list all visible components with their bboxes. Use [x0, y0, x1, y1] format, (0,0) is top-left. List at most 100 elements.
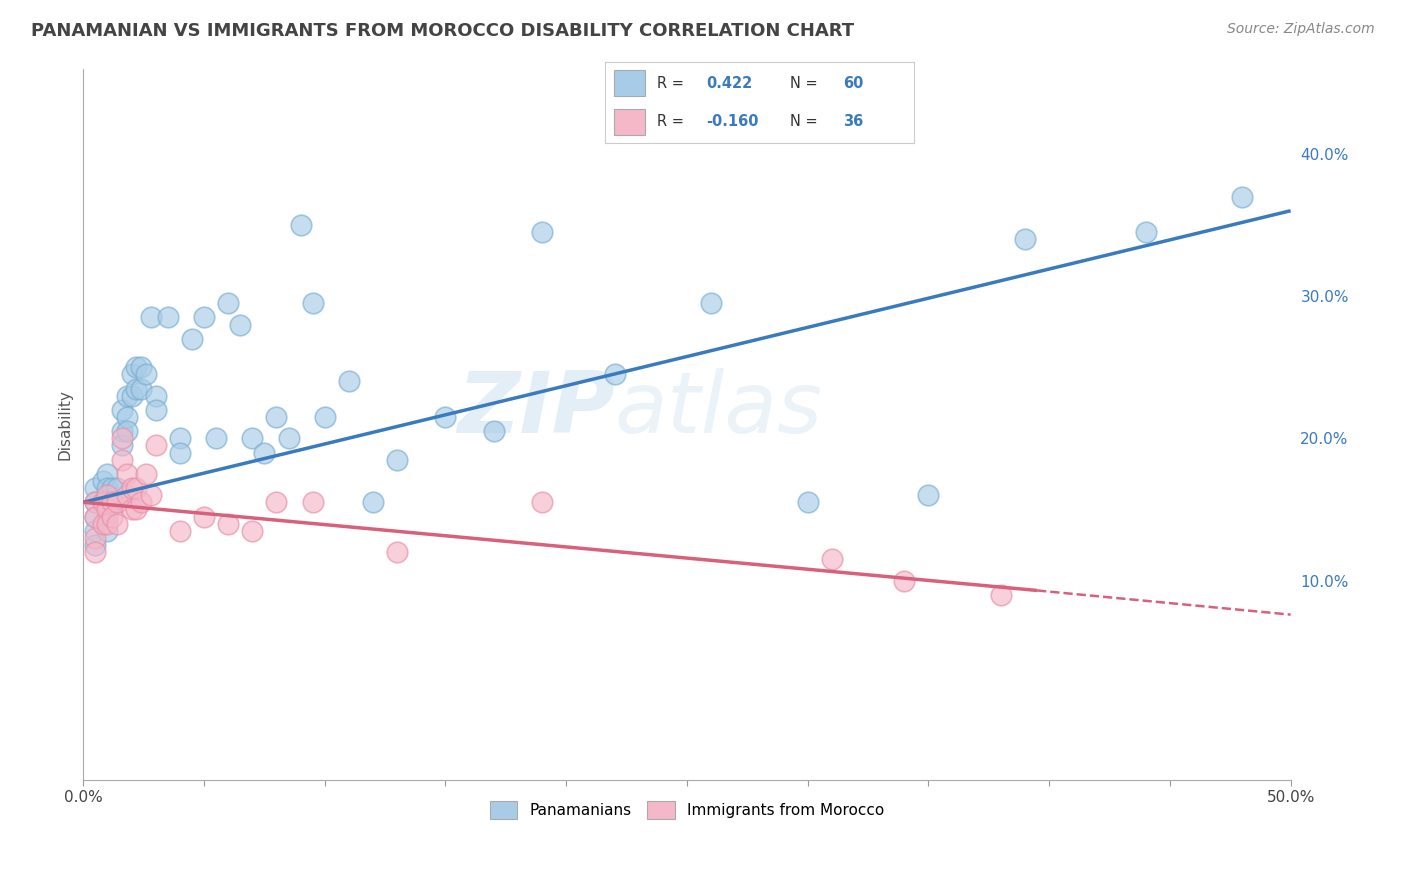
Point	[229, 318, 252, 332]
Point	[139, 310, 162, 325]
Point	[115, 424, 138, 438]
Point	[990, 588, 1012, 602]
Y-axis label: Disability: Disability	[58, 389, 72, 459]
Point	[314, 409, 336, 424]
Point	[101, 495, 124, 509]
Point	[105, 481, 128, 495]
Point	[135, 368, 157, 382]
Point	[91, 495, 114, 509]
Point	[385, 452, 408, 467]
Point	[301, 296, 323, 310]
Point	[125, 481, 148, 495]
Legend: Panamanians, Immigrants from Morocco: Panamanians, Immigrants from Morocco	[484, 795, 890, 825]
Point	[129, 360, 152, 375]
Point	[84, 538, 107, 552]
Point	[84, 531, 107, 545]
FancyBboxPatch shape	[614, 70, 645, 96]
Text: R =: R =	[657, 114, 689, 129]
Point	[105, 495, 128, 509]
Point	[169, 445, 191, 459]
Point	[169, 431, 191, 445]
Point	[531, 495, 554, 509]
Point	[84, 481, 107, 495]
Point	[121, 368, 143, 382]
Point	[217, 296, 239, 310]
Point	[96, 481, 118, 495]
Point	[482, 424, 505, 438]
Point	[253, 445, 276, 459]
Point	[266, 495, 288, 509]
Point	[434, 409, 457, 424]
Point	[193, 310, 215, 325]
Point	[84, 495, 107, 509]
Point	[111, 424, 134, 438]
Point	[101, 509, 124, 524]
Text: atlas: atlas	[614, 368, 823, 451]
FancyBboxPatch shape	[614, 109, 645, 135]
Point	[96, 502, 118, 516]
Point	[91, 474, 114, 488]
Point	[240, 431, 263, 445]
Point	[91, 516, 114, 531]
Point	[169, 524, 191, 538]
Point	[1014, 232, 1036, 246]
Point	[145, 389, 167, 403]
Point	[917, 488, 939, 502]
Text: PANAMANIAN VS IMMIGRANTS FROM MOROCCO DISABILITY CORRELATION CHART: PANAMANIAN VS IMMIGRANTS FROM MOROCCO DI…	[31, 22, 853, 40]
Point	[125, 360, 148, 375]
Point	[111, 438, 134, 452]
Point	[240, 524, 263, 538]
Point	[531, 225, 554, 239]
Point	[361, 495, 384, 509]
Point	[821, 552, 844, 566]
Point	[266, 409, 288, 424]
Point	[96, 467, 118, 481]
Point	[290, 218, 312, 232]
Point	[84, 509, 107, 524]
Text: R =: R =	[657, 76, 689, 91]
Point	[1135, 225, 1157, 239]
Text: 36: 36	[842, 114, 863, 129]
Point	[115, 467, 138, 481]
Point	[101, 481, 124, 495]
Point	[96, 488, 118, 502]
Point	[84, 509, 107, 524]
Text: N =: N =	[790, 76, 823, 91]
Point	[115, 409, 138, 424]
Point	[1232, 189, 1254, 203]
Text: N =: N =	[790, 114, 823, 129]
Text: 60: 60	[842, 76, 863, 91]
Point	[121, 502, 143, 516]
Point	[796, 495, 818, 509]
Point	[205, 431, 228, 445]
Point	[145, 438, 167, 452]
Point	[277, 431, 299, 445]
Point	[96, 516, 118, 531]
Point	[301, 495, 323, 509]
Point	[111, 431, 134, 445]
Text: 0.422: 0.422	[707, 76, 752, 91]
Point	[700, 296, 723, 310]
Point	[125, 382, 148, 396]
Point	[337, 375, 360, 389]
Point	[603, 368, 626, 382]
Point	[91, 495, 114, 509]
Point	[121, 481, 143, 495]
Point	[129, 495, 152, 509]
Point	[96, 495, 118, 509]
Point	[125, 502, 148, 516]
Point	[145, 402, 167, 417]
Point	[101, 495, 124, 509]
Point	[385, 545, 408, 559]
Point	[193, 509, 215, 524]
Point	[115, 389, 138, 403]
Point	[156, 310, 179, 325]
Point	[84, 545, 107, 559]
Point	[893, 574, 915, 588]
Point	[111, 402, 134, 417]
Point	[111, 452, 134, 467]
Point	[84, 524, 107, 538]
Point	[105, 495, 128, 509]
Point	[96, 524, 118, 538]
Point	[84, 495, 107, 509]
